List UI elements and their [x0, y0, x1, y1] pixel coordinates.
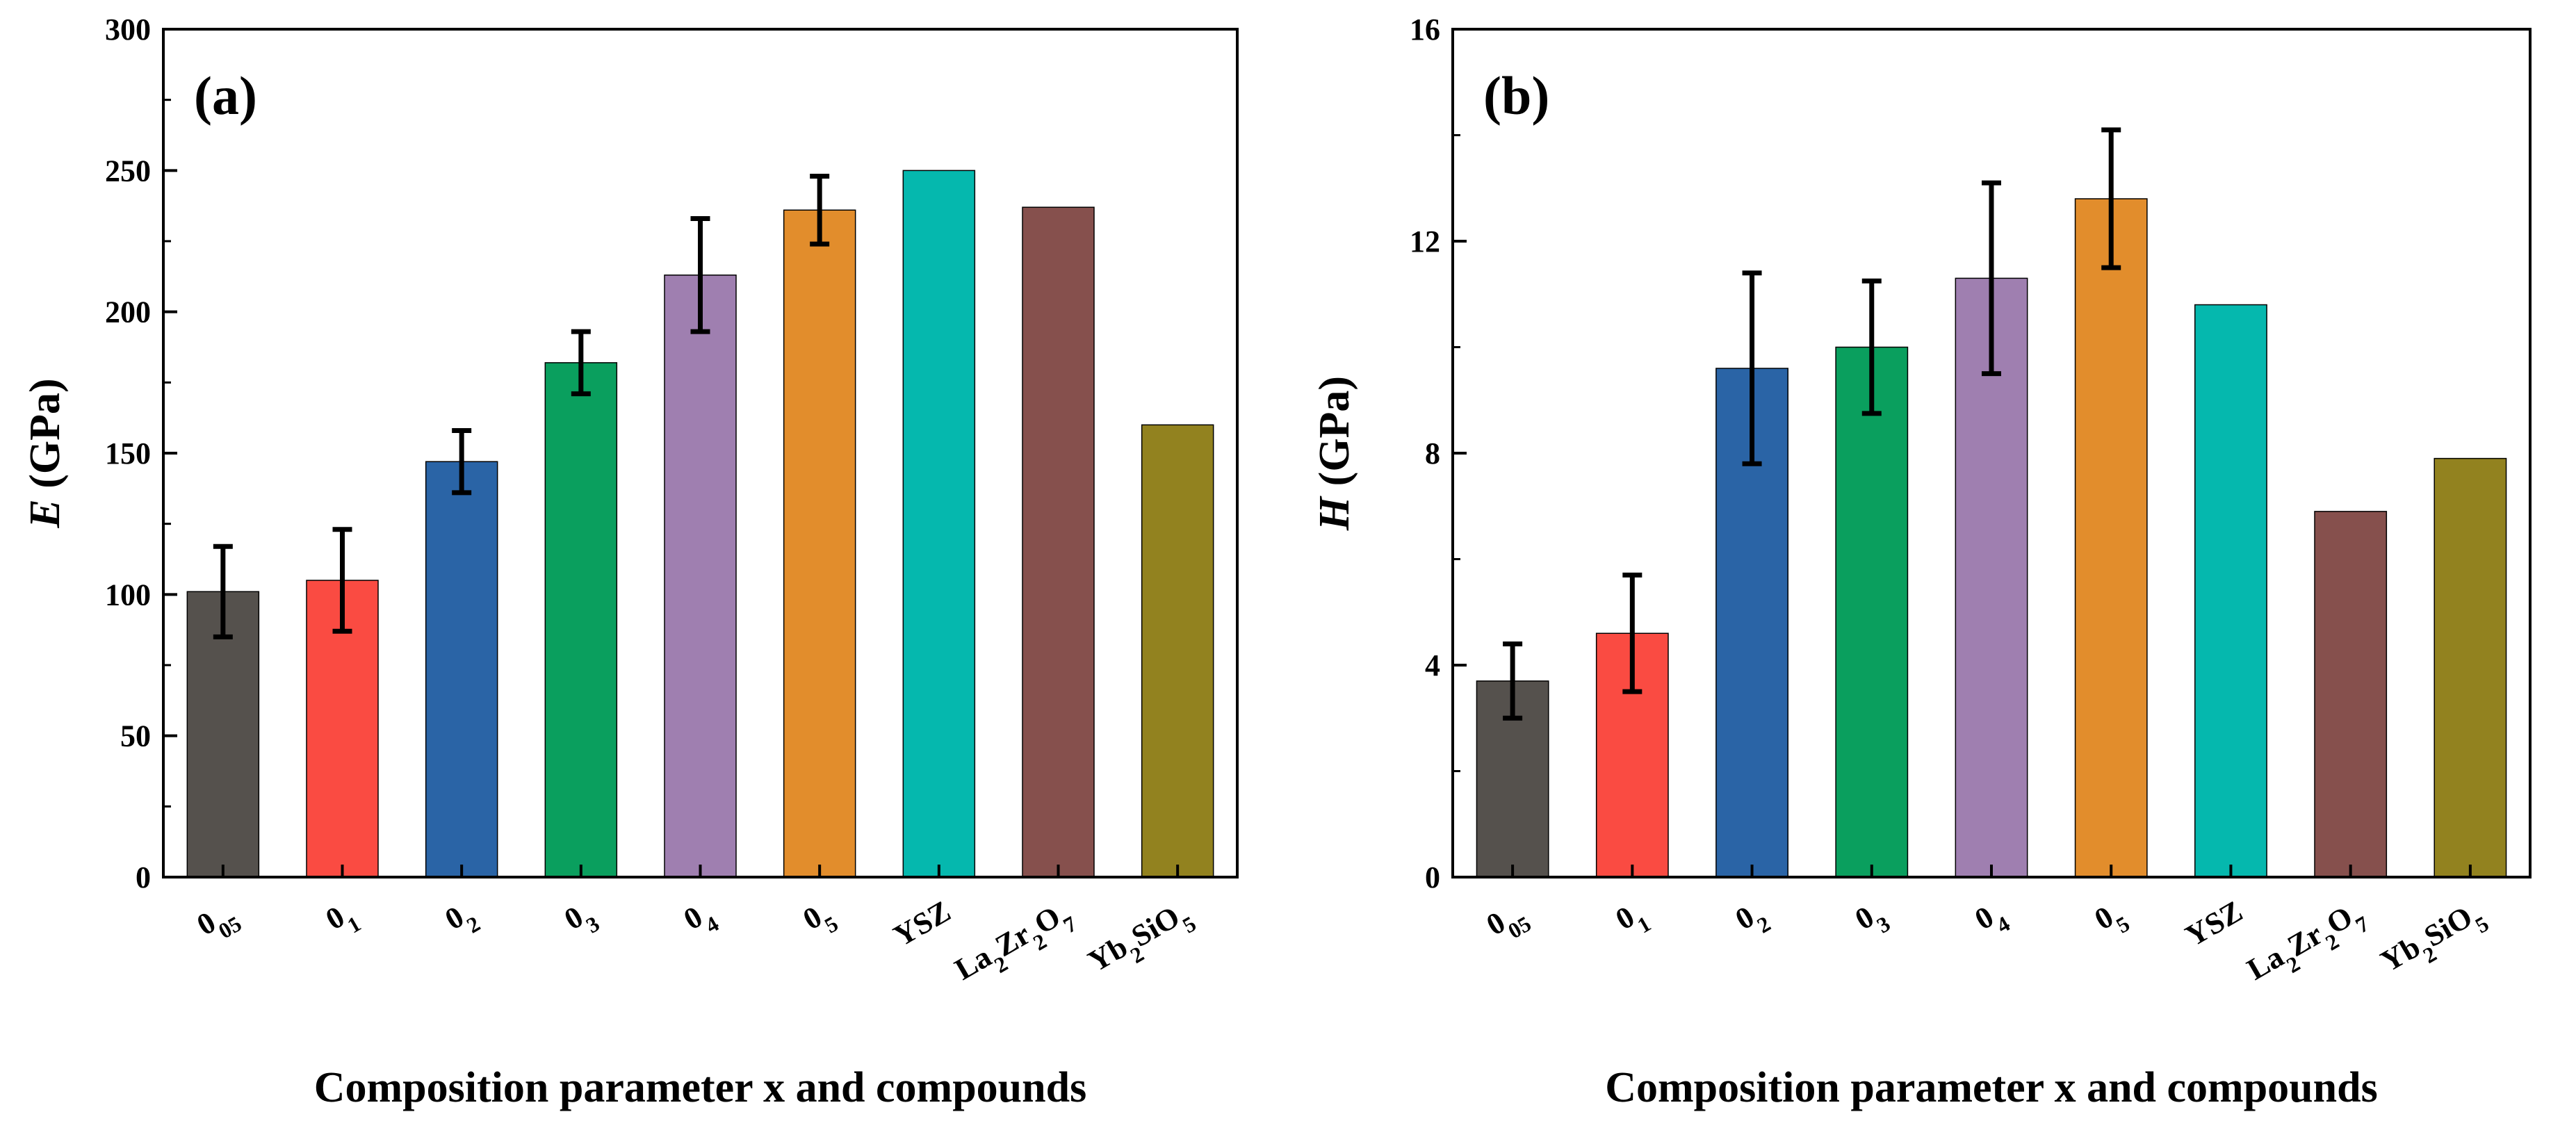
p2-xtick-label-3: 03: [1850, 894, 1895, 945]
p1-ytick-label-2: 100: [105, 578, 151, 612]
p2-xtick-label-4: 04: [1969, 894, 2014, 945]
p2-xtick-label-0: 005: [1481, 894, 1535, 951]
p1-ytick-label-6: 300: [105, 13, 151, 47]
p2-bar-6: [2194, 304, 2267, 878]
p1-panel-label: (a): [194, 65, 257, 126]
p1-xtick-label-4: 04: [678, 894, 723, 945]
p2-xtick-label-2: 02: [1729, 894, 1775, 945]
p2-bar-5: [2074, 198, 2148, 878]
p2-ytick-label-2: 8: [1425, 436, 1440, 471]
p1-xtick-label-1: 01: [320, 894, 365, 945]
p2-bar-4: [1955, 277, 2028, 878]
p1-bar-4: [664, 275, 737, 878]
p1-xtick-label-7: La2Zr2O7: [949, 894, 1081, 995]
p1-ytick-label-5: 250: [105, 154, 151, 188]
p2-bar-3: [1835, 346, 1909, 878]
p2-bar-8: [2434, 457, 2507, 878]
p1-ytick-label-4: 200: [105, 295, 151, 329]
p1-x-axis-title: Composition parameter x and compounds: [314, 1064, 1087, 1111]
p1-bar-3: [544, 362, 618, 878]
chart-panel-a: 0 50 100 150 200 250 300 005 01 02 03 04 05 YSZLa2Zr2…: [22, 13, 1239, 1111]
p1-y-axis-title: E (GPa): [22, 378, 69, 528]
p2-ytick-label-0: 0: [1425, 860, 1440, 894]
p1-xtick-label-8: Yb2SiO5: [1082, 894, 1200, 987]
p1-ytick-label-0: 0: [136, 860, 151, 894]
p1-bar-7: [1022, 206, 1095, 878]
p1-xtick-label-5: 05: [797, 894, 842, 945]
p2-xtick-label-6: YSZ: [2180, 894, 2249, 953]
p2-xtick-label-7: La2Zr2O7: [2242, 894, 2374, 995]
p2-ytick-label-3: 12: [1410, 224, 1440, 259]
p1-xtick-label-6: YSZ: [888, 894, 956, 953]
p2-x-axis-title: Composition parameter x and compounds: [1605, 1064, 2378, 1111]
p2-panel-label: (b): [1483, 65, 1549, 126]
p1-bar-6: [902, 170, 976, 878]
p1-bar-8: [1141, 424, 1214, 878]
p2-bar-7: [2314, 511, 2388, 878]
p1-bar-5: [783, 209, 856, 878]
p1-bar-2: [425, 461, 498, 878]
p2-xtick-label-1: 01: [1610, 894, 1655, 945]
p2-xtick-label-8: Yb2SiO5: [2375, 894, 2493, 987]
p1-ytick-label-3: 150: [105, 436, 151, 471]
p1-xtick-label-0: 005: [191, 894, 245, 951]
p2-y-axis-title: H (GPa): [1311, 376, 1358, 531]
p2-ytick-label-4: 16: [1410, 13, 1440, 47]
p1-ytick-label-1: 50: [120, 719, 151, 753]
p2-xtick-label-5: 05: [2089, 894, 2134, 945]
p2-ytick-label-1: 4: [1425, 648, 1440, 682]
p1-xtick-label-3: 03: [559, 894, 604, 945]
p1-xtick-label-2: 02: [439, 894, 484, 945]
